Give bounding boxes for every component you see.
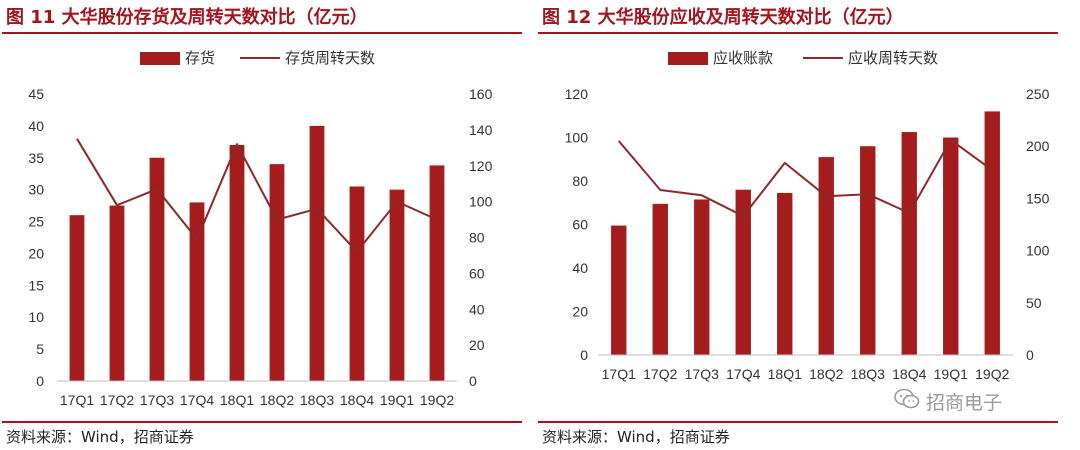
y-left-tick-label: 30 xyxy=(28,182,44,198)
y-right-tick-label: 140 xyxy=(469,122,493,138)
chart-panel-inventory: 图 11 大华股份存货及周转天数对比（亿元） 存货 存货周转天数 0 5 10 15 20 2… xyxy=(2,0,522,450)
chart-title: 图 12 大华股份应收及周转天数对比（亿元） xyxy=(542,7,904,28)
y-right-tick-label: 120 xyxy=(469,158,493,174)
x-tick-label: 17Q2 xyxy=(643,366,677,382)
watermark-text: 招商电子 xyxy=(926,392,1003,414)
y-left-tick-label: 20 xyxy=(572,304,588,320)
y-left-tick-label: 25 xyxy=(28,214,44,230)
x-tick-label: 17Q4 xyxy=(180,392,214,408)
y-right-tick-label: 100 xyxy=(1026,243,1050,259)
x-tick-label: 17Q3 xyxy=(685,366,719,382)
y-left-tick-label: 40 xyxy=(572,260,588,276)
y-right-tick-label: 40 xyxy=(469,301,485,317)
bar xyxy=(229,145,245,381)
source-note: 资料来源：Wind，招商证券 xyxy=(542,428,730,446)
x-tick-label: 19Q2 xyxy=(975,366,1009,382)
bar xyxy=(109,205,125,381)
bar xyxy=(901,132,917,355)
y-left-tick-label: 60 xyxy=(572,217,588,233)
legend-swatch-bar xyxy=(140,52,180,65)
y-left-tick-label: 20 xyxy=(28,245,44,261)
x-tick-label: 18Q4 xyxy=(340,392,374,408)
source-note: 资料来源：Wind，招商证券 xyxy=(6,428,194,446)
x-tick-label: 17Q3 xyxy=(140,392,174,408)
bar xyxy=(269,164,285,381)
inventory-chart: 存货 存货周转天数 0 5 10 15 20 25 30 35 40 45 0 20 40 60 80 100 12… xyxy=(28,50,493,408)
y-right-tick-label: 250 xyxy=(1026,86,1050,102)
source-divider xyxy=(538,421,1058,423)
bar xyxy=(735,189,751,355)
legend-label-bar: 存货 xyxy=(185,50,215,67)
bar xyxy=(149,157,165,381)
legend: 存货 存货周转天数 xyxy=(140,50,375,67)
chart-panel-receivables: 图 12 大华股份应收及周转天数对比（亿元） 应收账款 应收周转天数 0 20 40 60… xyxy=(538,0,1058,450)
y-right-tick-label: 20 xyxy=(469,337,485,353)
bar xyxy=(652,203,668,355)
y-left-tick-label: 40 xyxy=(28,118,44,134)
y-left-tick-label: 10 xyxy=(28,309,44,325)
y-left-tick-label: 120 xyxy=(565,86,589,102)
y-left-tick-label: 80 xyxy=(572,173,588,189)
legend: 应收账款 应收周转天数 xyxy=(668,49,938,67)
y-right-tick-label: 200 xyxy=(1026,138,1050,154)
line-series xyxy=(618,138,993,218)
x-tick-label: 19Q2 xyxy=(420,392,454,408)
bar xyxy=(694,199,710,355)
bar xyxy=(943,137,959,355)
legend-label-line: 存货周转天数 xyxy=(285,50,375,67)
bar xyxy=(309,125,325,381)
y-right-tick-label: 60 xyxy=(469,265,485,281)
chart-title: 图 11 大华股份存货及周转天数对比（亿元） xyxy=(6,7,368,28)
x-tick-label: 18Q4 xyxy=(892,366,926,382)
x-tick-label: 18Q2 xyxy=(260,392,294,408)
y-left-tick-label: 45 xyxy=(28,86,44,102)
x-tick-label: 19Q1 xyxy=(380,392,414,408)
bar xyxy=(611,225,627,355)
y-right-tick-label: 80 xyxy=(469,230,485,246)
y-right-tick-label: 0 xyxy=(1026,347,1034,363)
y-left-tick-label: 0 xyxy=(580,347,588,363)
y-left-tick-label: 5 xyxy=(36,341,44,357)
legend-label-bar: 应收账款 xyxy=(713,49,773,67)
bar xyxy=(818,157,834,355)
bar xyxy=(349,186,365,381)
y-left-tick-label: 15 xyxy=(28,277,44,293)
wechat-icon xyxy=(894,388,920,419)
x-tick-label: 17Q1 xyxy=(602,366,636,382)
x-tick-label: 17Q1 xyxy=(60,392,94,408)
receivables-chart: 应收账款 应收周转天数 0 20 40 60 80 100 120 0 50 100 150 200 250… xyxy=(565,49,1050,382)
x-tick-label: 17Q2 xyxy=(100,392,134,408)
bar xyxy=(69,215,85,381)
bar xyxy=(984,111,1000,356)
y-left-tick-label: 35 xyxy=(28,150,44,166)
y-right-tick-label: 50 xyxy=(1026,295,1042,311)
title-divider xyxy=(538,32,1058,34)
bar xyxy=(189,202,205,381)
bar xyxy=(777,192,793,355)
x-tick-label: 17Q4 xyxy=(726,366,760,382)
bar xyxy=(860,146,876,355)
y-right-tick-label: 0 xyxy=(469,373,477,389)
watermark: 招商电子 xyxy=(894,388,1002,418)
x-tick-label: 19Q1 xyxy=(934,366,968,382)
x-tick-label: 18Q2 xyxy=(809,366,843,382)
source-divider xyxy=(2,421,522,423)
y-left-tick-label: 0 xyxy=(36,373,44,389)
bar xyxy=(389,189,405,381)
y-left-tick-label: 100 xyxy=(565,130,589,146)
x-tick-label: 18Q3 xyxy=(300,392,334,408)
title-divider xyxy=(2,32,522,34)
y-right-tick-label: 150 xyxy=(1026,190,1050,206)
legend-swatch-bar xyxy=(668,52,708,65)
x-tick-label: 18Q1 xyxy=(768,366,802,382)
line-series xyxy=(76,138,438,253)
y-right-tick-label: 100 xyxy=(469,194,493,210)
y-right-tick-label: 160 xyxy=(469,86,493,102)
x-tick-label: 18Q3 xyxy=(851,366,885,382)
x-tick-label: 18Q1 xyxy=(220,392,254,408)
legend-label-line: 应收周转天数 xyxy=(848,49,938,67)
bar xyxy=(429,165,445,381)
